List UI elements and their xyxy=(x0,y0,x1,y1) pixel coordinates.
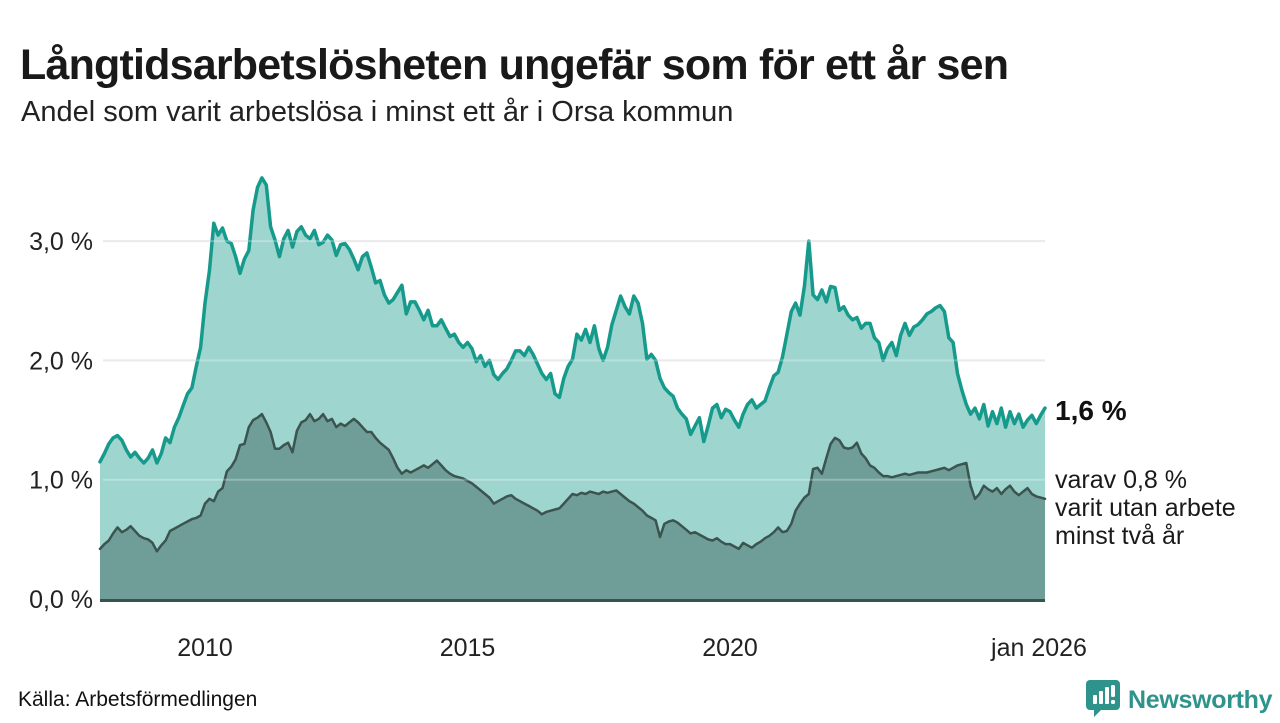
area-line-series-2 xyxy=(98,412,1047,553)
detail-line-2: varit utan arbete xyxy=(1055,494,1236,522)
y-tick-3,0 %: 3,0 % xyxy=(29,228,93,256)
area-line-series-1 xyxy=(98,176,1047,465)
brand-name: Newsworthy xyxy=(1128,685,1273,714)
x-tick-jan-2026: jan 2026 xyxy=(990,634,1087,662)
x-tick-2010: 2010 xyxy=(177,634,233,662)
x-tick-2020: 2020 xyxy=(702,634,758,662)
brand-logo: Newsworthy xyxy=(1085,678,1273,723)
detail-line-3: minst två år xyxy=(1055,522,1185,550)
y-tick-0,0 %: 0,0 % xyxy=(29,586,93,614)
y-tick-2,0 %: 2,0 % xyxy=(29,347,93,375)
latest-value-label: 1,6 % xyxy=(1055,395,1127,426)
page-title: Långtidsarbetslösheten ungefär som för e… xyxy=(20,40,1009,89)
x-tick-2015: 2015 xyxy=(440,634,496,662)
newsworthy-pin-icon xyxy=(1085,678,1121,723)
chart-subtitle: Andel som varit arbetslösa i minst ett å… xyxy=(21,96,734,128)
area-fill-series-2 xyxy=(100,414,1045,599)
y-tick-1,0 %: 1,0 % xyxy=(29,467,93,495)
detail-line-1: varav 0,8 % xyxy=(1055,466,1188,494)
source-note: Källa: Arbetsförmedlingen xyxy=(18,688,258,711)
latest-detail-label: varav 0,8 % varit utan arbete minst två … xyxy=(1055,466,1280,550)
